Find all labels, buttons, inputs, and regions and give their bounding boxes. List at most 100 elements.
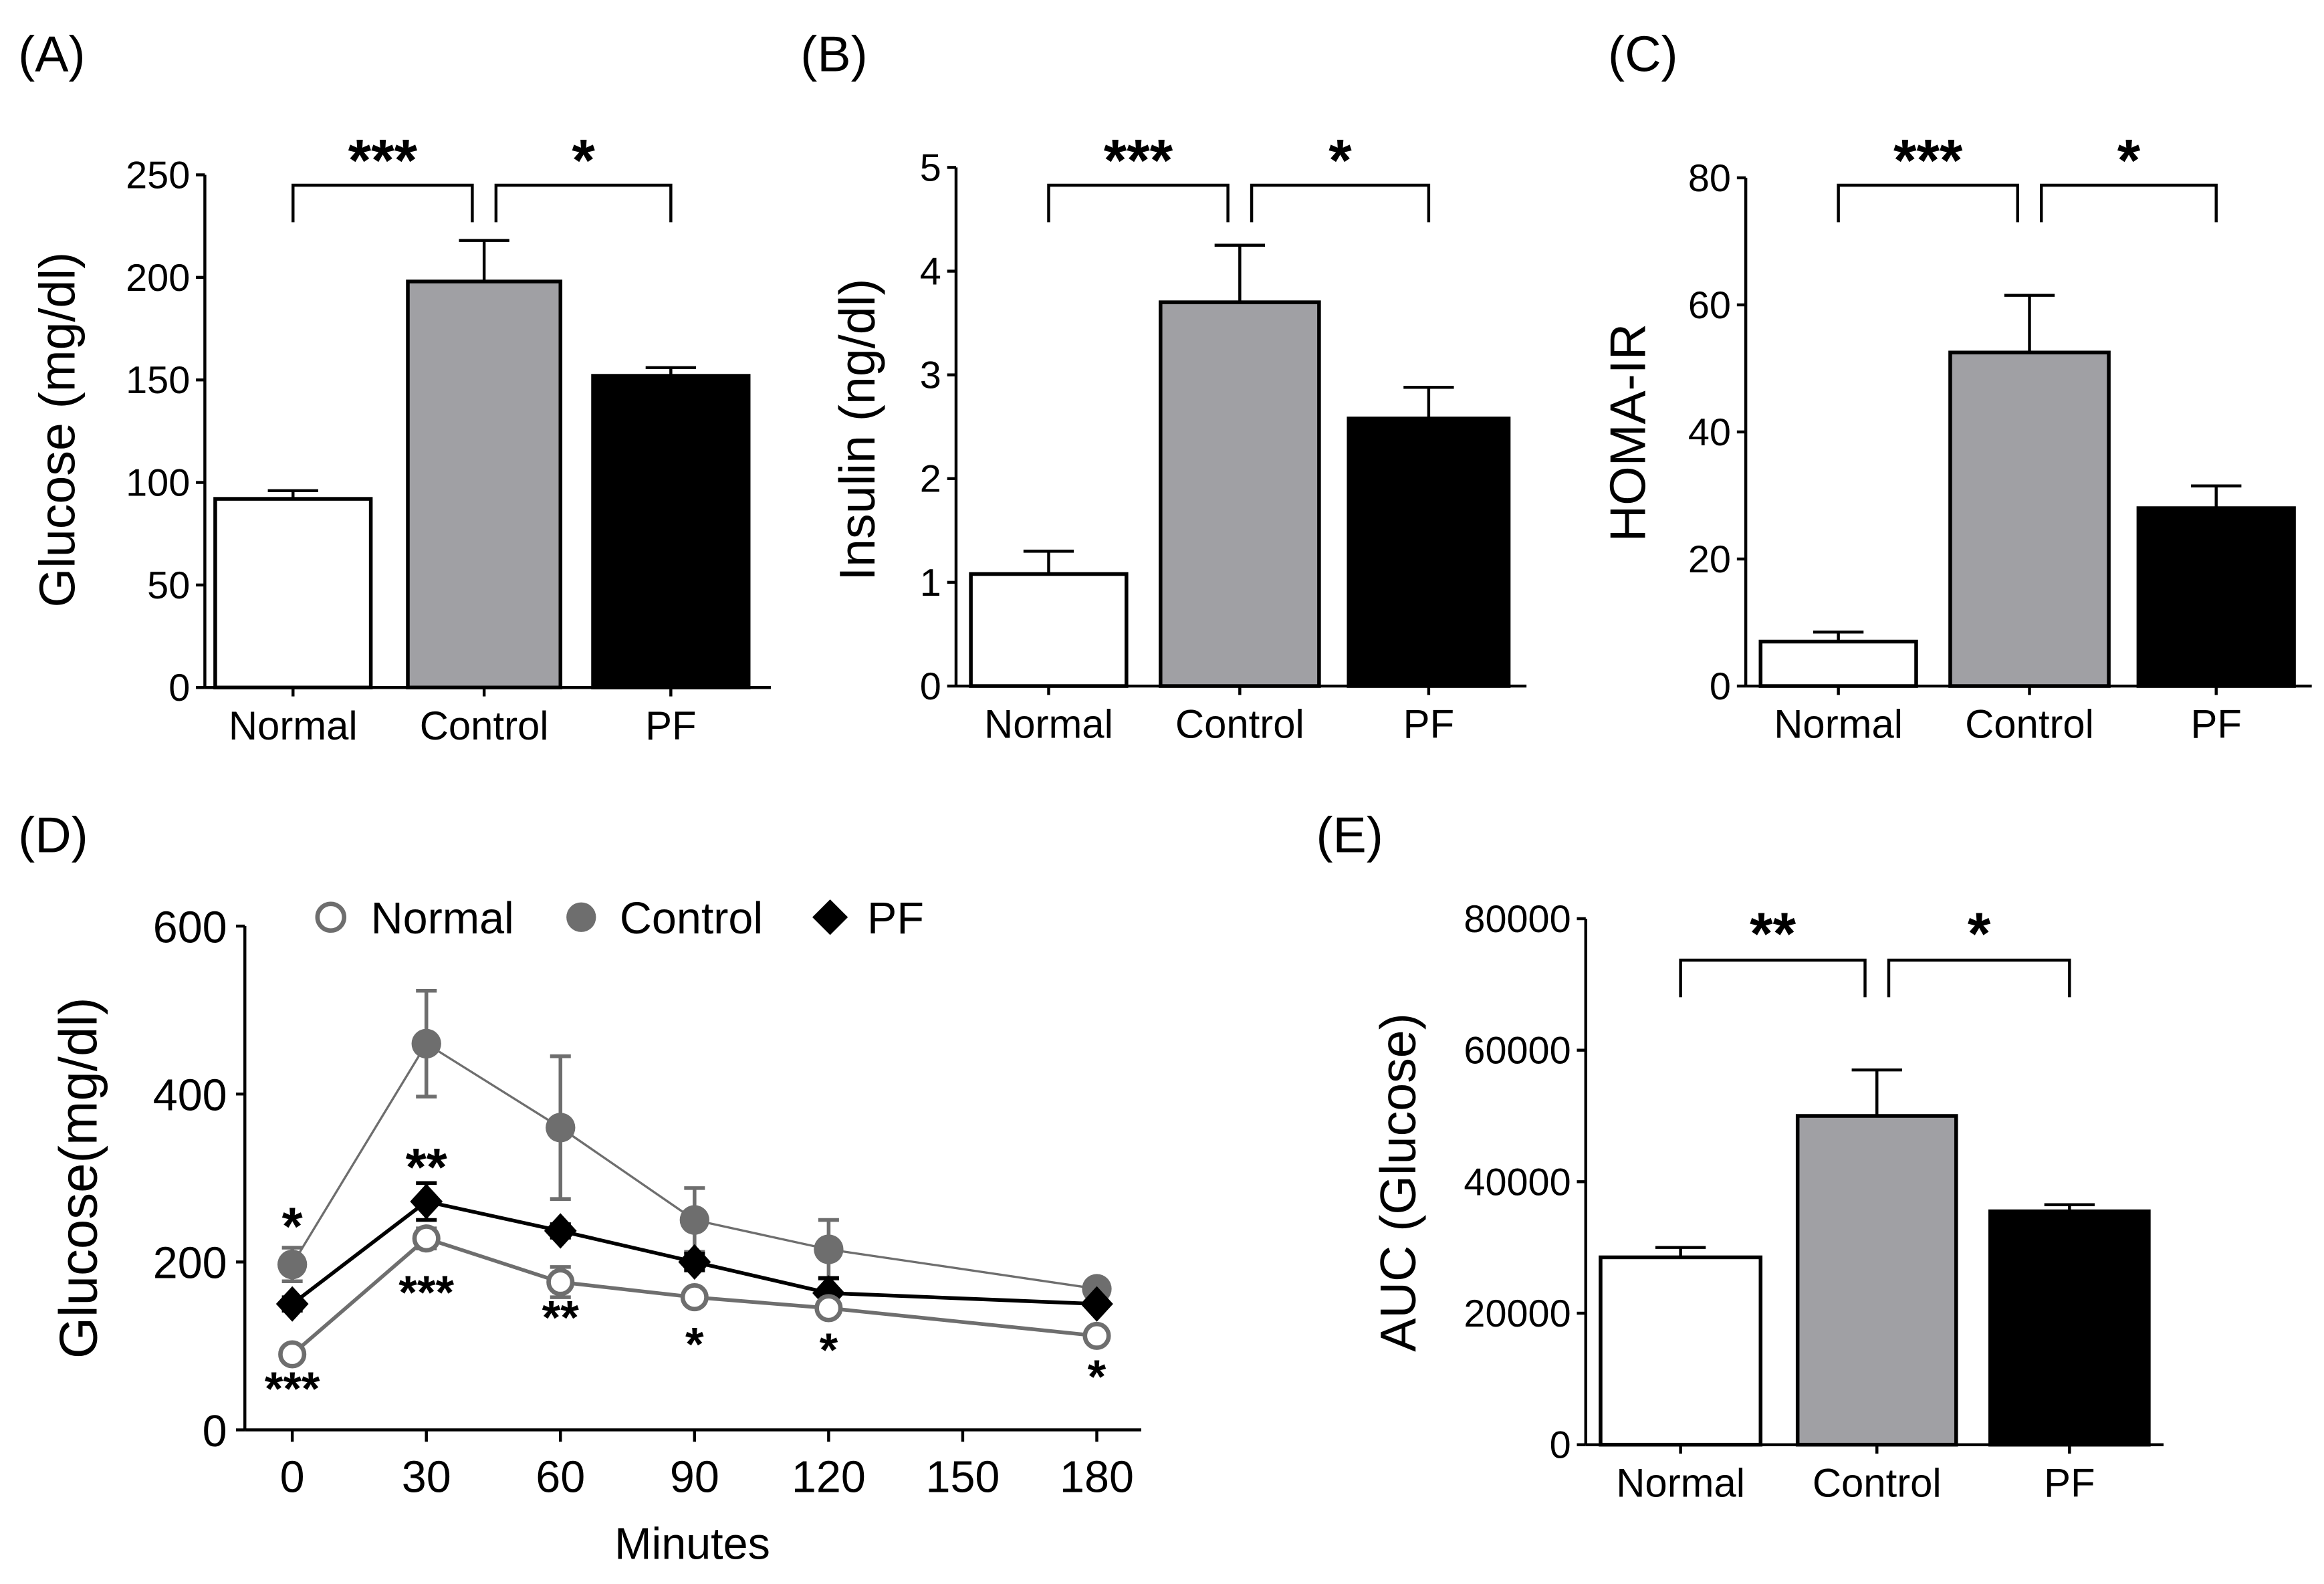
x-tick-label: 180	[1060, 1453, 1134, 1502]
point-pf	[544, 1213, 577, 1249]
point-control	[277, 1249, 308, 1280]
x-tick-label: 30	[402, 1453, 451, 1502]
significance-bracket	[1887, 958, 2071, 998]
significance-marker: *	[820, 1324, 838, 1377]
series-line-control	[291, 1042, 1097, 1290]
y-tick-label: 50	[147, 564, 190, 607]
x-axis-label: Minutes	[614, 1519, 770, 1569]
x-tick-label: PF	[2044, 1460, 2095, 1505]
bar-normal	[213, 497, 373, 690]
significance-bracket	[1047, 183, 1230, 223]
y-tick-label: 0	[920, 665, 941, 708]
series-line-normal	[291, 1236, 1097, 1356]
y-tick-label: 3	[920, 354, 941, 397]
panel-label: (E)	[1316, 806, 1383, 863]
legend-label-control: Control	[620, 894, 763, 943]
bar-normal	[1599, 1255, 1763, 1447]
bar-control	[1795, 1114, 1958, 1447]
y-tick-label: 2	[920, 458, 941, 501]
x-tick-label: Control	[1965, 702, 2094, 747]
x-tick-label: Control	[1175, 702, 1304, 747]
legend-label-normal: Normal	[371, 894, 514, 943]
bar-pf	[591, 374, 751, 690]
x-tick-label: 0	[280, 1453, 305, 1502]
x-tick-label: Control	[1813, 1460, 1942, 1505]
x-tick-label: 150	[925, 1453, 1000, 1502]
x-tick-label: Control	[420, 703, 549, 748]
y-tick-label: 40000	[1464, 1161, 1571, 1204]
x-tick-label: Normal	[1774, 702, 1903, 747]
significance-marker: ***	[1893, 127, 1963, 193]
significance-marker: *	[1968, 901, 1991, 967]
bar-pf	[1347, 417, 1511, 688]
significance-bracket	[1837, 183, 2020, 223]
point-pf	[678, 1244, 711, 1280]
y-tick-label: 40	[1688, 411, 1731, 454]
point-pf	[275, 1286, 309, 1322]
y-tick-label: 80000	[1464, 898, 1571, 941]
legend-normal-icon	[315, 901, 347, 933]
point-pf	[410, 1183, 443, 1220]
point-normal	[1082, 1321, 1111, 1350]
x-tick-label: PF	[2191, 702, 2242, 747]
significance-bracket	[1250, 183, 1431, 223]
significance-bracket	[494, 183, 673, 223]
y-tick-label: 0	[168, 667, 190, 709]
y-tick-label: 200	[126, 257, 190, 300]
series-line-pf	[291, 1199, 1097, 1306]
bar-control	[1948, 350, 2111, 688]
y-tick-label: 250	[126, 154, 190, 197]
x-tick-label: Normal	[984, 702, 1113, 747]
significance-marker: *	[2117, 127, 2141, 193]
significance-marker: *	[1088, 1351, 1107, 1403]
y-axis-label: Glucose(mg/dl)	[49, 997, 108, 1359]
point-normal	[814, 1294, 843, 1323]
x-tick-label: Normal	[229, 703, 358, 748]
y-axis-label: Glucose (mg/dl)	[29, 252, 85, 608]
panel-label: (D)	[18, 806, 88, 863]
y-tick-label: 20000	[1464, 1292, 1571, 1335]
significance-bracket	[1679, 958, 1867, 998]
y-tick-label: 20	[1688, 538, 1731, 581]
y-tick-label: 60	[1688, 284, 1731, 327]
point-pf	[1080, 1286, 1113, 1322]
x-tick-label: 90	[670, 1453, 719, 1502]
panel-label: (B)	[800, 25, 867, 82]
x-tick-label: 120	[792, 1453, 866, 1502]
bar-control	[406, 279, 563, 690]
x-tick-label: PF	[1403, 702, 1454, 747]
y-tick-label: 150	[126, 359, 190, 402]
bar-normal	[1758, 639, 1918, 688]
legend-control-icon	[566, 902, 596, 932]
y-tick-label: 60000	[1464, 1030, 1571, 1072]
x-tick-label: Normal	[1616, 1460, 1745, 1505]
significance-marker: **	[542, 1291, 580, 1344]
point-normal	[680, 1283, 709, 1312]
y-tick-label: 1	[920, 562, 941, 604]
y-tick-label: 100	[126, 462, 190, 505]
point-control	[411, 1028, 441, 1059]
significance-marker: *	[282, 1197, 303, 1256]
x-tick-label: PF	[645, 703, 696, 748]
panel-label: (A)	[18, 25, 85, 82]
significance-marker: ***	[265, 1363, 320, 1416]
y-tick-label: 80	[1688, 157, 1731, 200]
y-tick-label: 0	[1550, 1424, 1571, 1467]
legend-pf-icon	[812, 899, 848, 935]
significance-marker: *	[685, 1318, 704, 1371]
significance-marker: *	[1328, 127, 1352, 193]
y-axis-label: HOMA-IR	[1599, 324, 1655, 542]
y-tick-label: 0	[1710, 665, 1731, 708]
significance-bracket	[2040, 183, 2218, 223]
y-axis-label: AUC (Glucose)	[1370, 1013, 1426, 1351]
significance-marker: ***	[398, 1266, 454, 1319]
x-tick-label: 60	[536, 1453, 585, 1502]
y-tick-label: 600	[153, 903, 227, 952]
point-normal	[412, 1224, 441, 1253]
point-control	[546, 1113, 576, 1143]
bar-pf	[2136, 506, 2296, 688]
point-normal	[278, 1340, 307, 1369]
significance-marker: **	[1750, 901, 1796, 967]
y-tick-label: 400	[153, 1071, 227, 1121]
